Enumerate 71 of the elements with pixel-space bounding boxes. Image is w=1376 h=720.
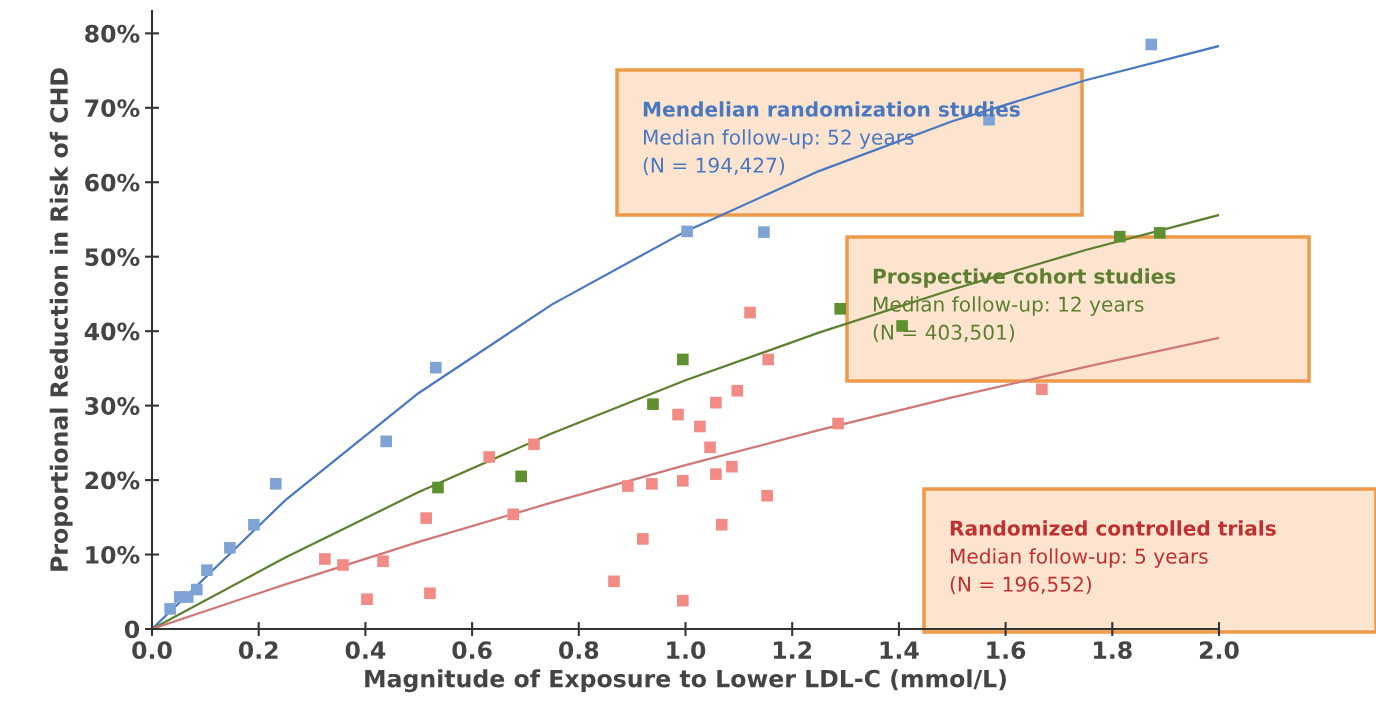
y-tick-label: 20% — [85, 471, 140, 490]
x-tick-label: 1.2 — [773, 641, 812, 659]
point — [832, 417, 844, 430]
point — [622, 480, 634, 492]
x-tick-label: 1.0 — [667, 641, 706, 660]
point — [507, 508, 519, 521]
point — [191, 583, 203, 596]
point — [758, 226, 770, 238]
point — [677, 594, 689, 607]
point — [483, 451, 495, 463]
point — [224, 542, 236, 554]
point — [646, 478, 658, 490]
point — [681, 225, 693, 238]
point — [726, 460, 738, 473]
x-tick-label: 0.2 — [238, 641, 278, 660]
x-tick-label: 0.0 — [132, 641, 172, 660]
point — [710, 468, 722, 480]
point — [1113, 230, 1126, 243]
y-tick-label: 0 — [124, 620, 140, 639]
x-tick-label: 0.8 — [559, 641, 599, 660]
point — [361, 593, 373, 606]
point — [181, 591, 194, 603]
point — [377, 555, 389, 568]
point — [164, 603, 176, 615]
point — [337, 559, 349, 571]
y-tick-label: 50% — [85, 248, 140, 267]
x-tick-label: 0.6 — [452, 641, 492, 660]
y-tick-label: 70% — [85, 99, 140, 118]
x-tick-label: 1.4 — [880, 641, 919, 659]
y-tick-label: 40% — [84, 322, 140, 341]
y-tick-label: 80% — [85, 24, 140, 43]
point — [248, 518, 260, 531]
point — [269, 478, 282, 490]
point — [424, 587, 436, 600]
annotation: Randomized controlled trials Median follow-up: 5 years (N = 196,552) — [950, 520, 1276, 595]
point — [672, 408, 684, 421]
x-tick-label: 2.0 — [1199, 641, 1239, 660]
point — [515, 470, 527, 483]
point — [647, 398, 659, 410]
point — [731, 384, 744, 397]
point — [528, 438, 540, 451]
point — [762, 353, 774, 366]
point — [432, 481, 444, 494]
point — [704, 441, 716, 454]
point — [744, 306, 756, 319]
point — [694, 420, 706, 433]
x-tick-label: 1.8 — [1094, 641, 1132, 660]
point — [608, 575, 620, 588]
point — [677, 353, 689, 366]
point — [1153, 227, 1166, 239]
point — [201, 564, 213, 576]
y-tick-label: 10% — [86, 545, 140, 564]
x-tick-label: 1.6 — [987, 641, 1026, 660]
point — [380, 435, 393, 448]
point — [761, 489, 773, 502]
point — [896, 320, 908, 332]
point — [1036, 383, 1048, 396]
point — [420, 512, 433, 524]
point — [710, 396, 722, 409]
point — [1145, 38, 1158, 51]
point — [677, 475, 689, 487]
y-tick-label: 60% — [85, 173, 140, 192]
y-tick-label: 30% — [85, 397, 140, 415]
point — [430, 361, 442, 374]
x-axis-title: Magnitude of Exposure to Lower LDL-C (mmol/L) — [365, 669, 1006, 693]
point — [319, 553, 331, 565]
y-axis-title: Proportional Reduction in Risk of CHD — [49, 68, 73, 571]
point — [637, 533, 649, 545]
point — [834, 303, 847, 315]
x-tick-label: 0.4 — [345, 641, 386, 660]
point — [715, 518, 728, 531]
